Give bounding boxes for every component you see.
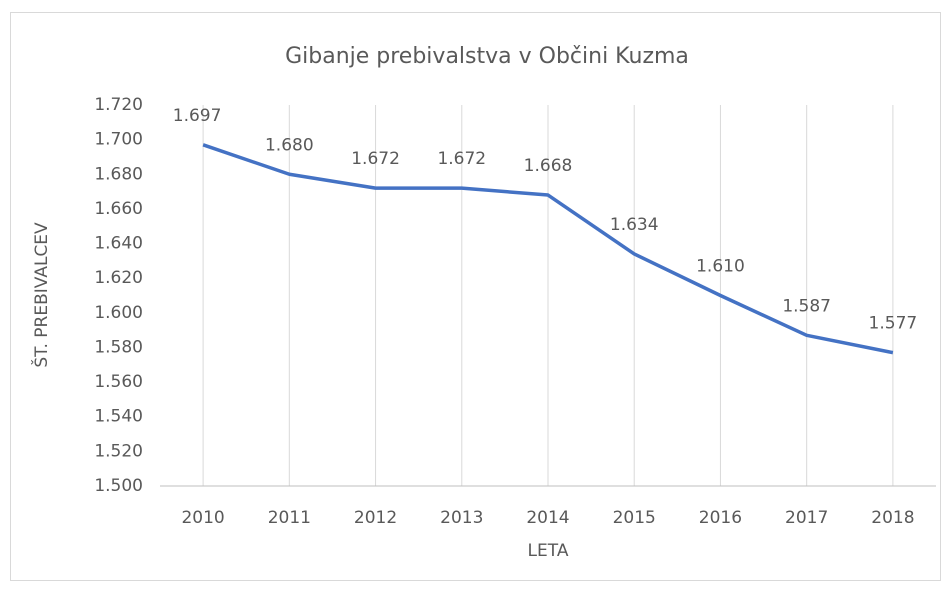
x-tick-label: 2013 bbox=[440, 508, 483, 528]
data-label: 1.680 bbox=[265, 135, 314, 155]
data-label: 1.672 bbox=[351, 149, 400, 169]
y-tick-label: 1.720 bbox=[94, 95, 143, 115]
y-tick-label: 1.700 bbox=[94, 130, 143, 150]
x-tick-label: 2015 bbox=[613, 508, 656, 528]
chart-title: Gibanje prebivalstva v Občini Kuzma bbox=[285, 44, 689, 69]
data-label: 1.610 bbox=[696, 257, 745, 277]
data-label: 1.672 bbox=[437, 149, 486, 169]
y-tick-label: 1.600 bbox=[94, 303, 143, 323]
y-tick-label: 1.620 bbox=[94, 268, 143, 288]
y-tick-label: 1.520 bbox=[94, 441, 143, 461]
y-tick-label: 1.560 bbox=[94, 372, 143, 392]
x-tick-label: 2010 bbox=[181, 508, 224, 528]
line bbox=[202, 143, 894, 355]
y-tick-label: 1.640 bbox=[94, 234, 143, 254]
y-tick-label: 1.540 bbox=[94, 407, 143, 427]
x-tick-label: 2018 bbox=[871, 508, 914, 528]
y-tick-label: 1.660 bbox=[94, 199, 143, 219]
y-tick-label: 1.580 bbox=[94, 337, 143, 357]
y-axis-label: ŠT. PREBIVALCEV bbox=[30, 222, 52, 368]
y-tick-label: 1.500 bbox=[94, 476, 143, 496]
x-axis-label: LETA bbox=[528, 541, 569, 561]
data-label: 1.577 bbox=[869, 314, 918, 334]
x-tick-label: 2012 bbox=[354, 508, 397, 528]
data-label: 1.634 bbox=[610, 215, 659, 235]
x-tick-label: 2014 bbox=[526, 508, 569, 528]
x-tick-label: 2011 bbox=[268, 508, 311, 528]
data-label: 1.697 bbox=[173, 106, 222, 126]
data-label: 1.587 bbox=[782, 296, 831, 316]
data-label: 1.668 bbox=[524, 156, 573, 176]
y-tick-label: 1.680 bbox=[94, 164, 143, 184]
x-tick-label: 2016 bbox=[699, 508, 742, 528]
x-tick-label: 2017 bbox=[785, 508, 828, 528]
